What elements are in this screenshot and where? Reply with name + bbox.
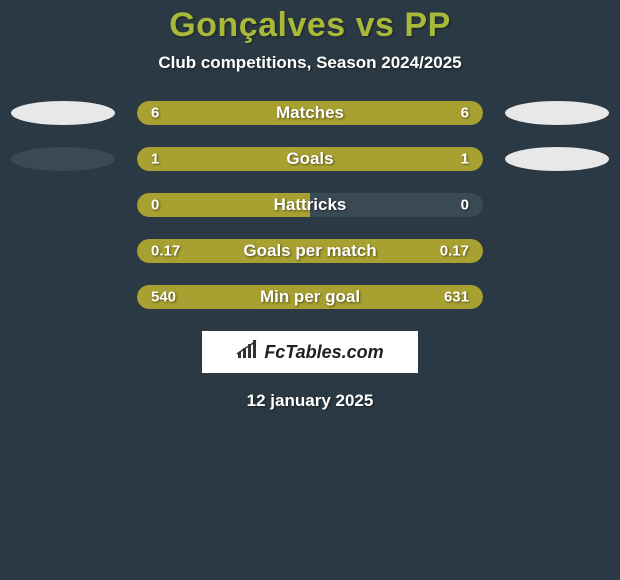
- stat-value-right: 0.17: [440, 243, 469, 260]
- stat-bar: 540 Min per goal 631: [137, 285, 483, 309]
- date-text: 12 january 2025: [0, 391, 620, 411]
- chart-icon: [236, 340, 260, 365]
- stat-row: 540 Min per goal 631: [0, 285, 620, 309]
- stat-value-left: 540: [151, 289, 176, 306]
- player-ellipse-right: [505, 147, 609, 171]
- player-ellipse-left: [11, 101, 115, 125]
- stat-value-left: 0: [151, 197, 159, 214]
- player-ellipse-left: [11, 147, 115, 171]
- stat-row: 0 Hattricks 0: [0, 193, 620, 217]
- logo-box: FcTables.com: [202, 331, 418, 373]
- stat-value-right: 0: [461, 197, 469, 214]
- bar-fill-left: [137, 147, 310, 171]
- stat-label: Hattricks: [274, 195, 347, 215]
- stat-value-left: 1: [151, 151, 159, 168]
- stat-bar: 0 Hattricks 0: [137, 193, 483, 217]
- stat-bar: 6 Matches 6: [137, 101, 483, 125]
- stats-container: Gonçalves vs PP Club competitions, Seaso…: [0, 0, 620, 411]
- stat-bar: 1 Goals 1: [137, 147, 483, 171]
- stat-value-right: 1: [461, 151, 469, 168]
- stat-bar: 0.17 Goals per match 0.17: [137, 239, 483, 263]
- bar-fill-right: [310, 147, 483, 171]
- stat-label: Goals per match: [243, 241, 376, 261]
- stat-row: 6 Matches 6: [0, 101, 620, 125]
- stat-value-right: 631: [444, 289, 469, 306]
- page-title: Gonçalves vs PP: [0, 6, 620, 45]
- stat-value-left: 6: [151, 105, 159, 122]
- stat-value-right: 6: [461, 105, 469, 122]
- stat-label: Min per goal: [260, 287, 360, 307]
- stat-rows: 6 Matches 6 1 Goals 1 0 Hattricks 0 0.17 Goals per…: [0, 101, 620, 309]
- stat-row: 0.17 Goals per match 0.17: [0, 239, 620, 263]
- stat-row: 1 Goals 1: [0, 147, 620, 171]
- stat-label: Goals: [286, 149, 333, 169]
- player-ellipse-right: [505, 101, 609, 125]
- subtitle: Club competitions, Season 2024/2025: [0, 53, 620, 73]
- logo-text: FcTables.com: [264, 342, 383, 363]
- stat-label: Matches: [276, 103, 344, 123]
- stat-value-left: 0.17: [151, 243, 180, 260]
